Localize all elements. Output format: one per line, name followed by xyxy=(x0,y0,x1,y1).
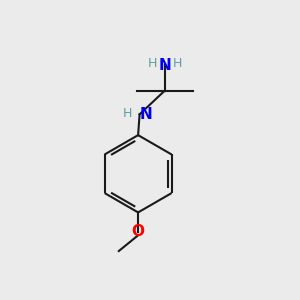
Text: N: N xyxy=(158,58,171,73)
Text: O: O xyxy=(132,224,145,239)
Text: H: H xyxy=(148,57,158,70)
Text: N: N xyxy=(140,107,152,122)
Text: H: H xyxy=(123,107,132,120)
Text: H: H xyxy=(172,57,182,70)
